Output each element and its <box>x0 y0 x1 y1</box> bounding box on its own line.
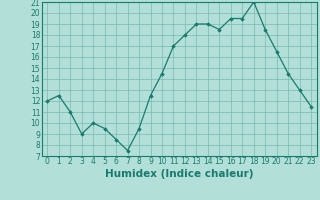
X-axis label: Humidex (Indice chaleur): Humidex (Indice chaleur) <box>105 169 253 179</box>
